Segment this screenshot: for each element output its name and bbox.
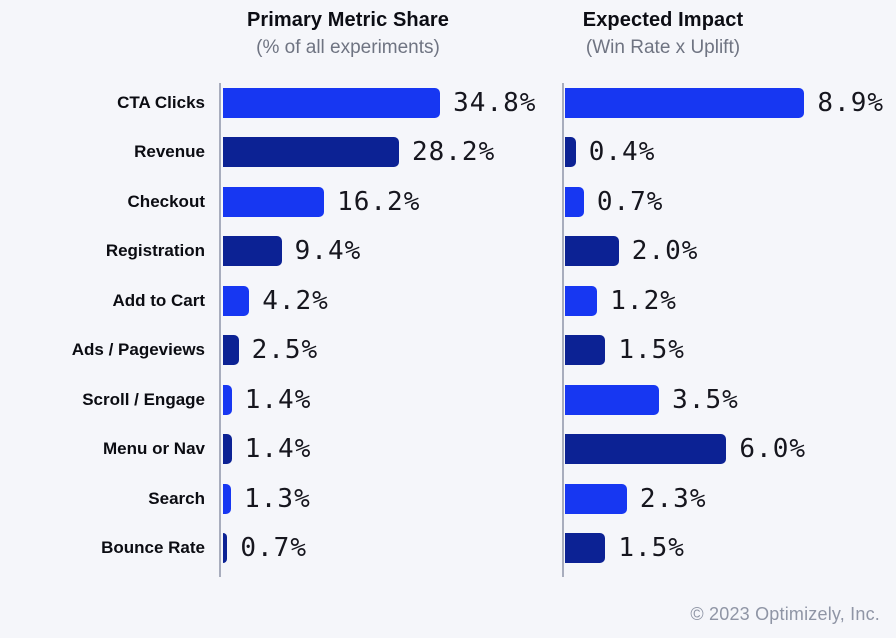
chart-row: Add to Cart 4.2% 1.2% (0, 276, 896, 326)
right-chart-value-label: 1.2% (610, 285, 677, 316)
left-chart-bar (223, 87, 441, 118)
right-chart-value-label: 2.0% (631, 236, 699, 267)
right-chart-axis-line (562, 83, 564, 577)
category-label: Scroll / Engage (82, 389, 205, 409)
category-label: Ads / Pageviews (71, 340, 205, 360)
chart-row: CTA Clicks 34.8% 8.9% (0, 78, 896, 128)
bar-rows-container: CTA Clicks 34.8% 8.9% Revenue 28.2% 0.4% Check… (0, 78, 896, 573)
left-chart-value-label: 0.7% (240, 533, 307, 564)
category-label: Registration (105, 241, 205, 261)
right-chart-value-label: 6.0% (739, 434, 807, 465)
left-chart-bar (223, 285, 250, 316)
left-chart-bar (223, 137, 399, 168)
category-label: Revenue (134, 142, 205, 162)
category-label: Search (148, 488, 205, 508)
right-chart-value-label: 8.9% (817, 87, 885, 118)
left-chart-value-label: 1.4% (244, 434, 312, 465)
right-chart-bar (565, 335, 606, 366)
left-chart-bar (223, 434, 232, 465)
chart-row: Ads / Pageviews 2.5% 1.5% (0, 326, 896, 376)
category-label: Bounce Rate (101, 538, 205, 558)
right-chart-bar (565, 483, 627, 514)
left-chart-value-label: 4.2% (262, 285, 329, 316)
left-chart-bar (223, 483, 232, 514)
left-chart-value-label: 1.4% (244, 384, 312, 415)
right-chart-value-label: 1.5% (618, 533, 685, 564)
chart-row: Scroll / Engage 1.4% 3.5% (0, 375, 896, 425)
right-chart-value-label: 1.5% (618, 335, 685, 366)
category-label: Checkout (127, 191, 205, 211)
left-chart-bar (223, 384, 232, 415)
right-chart-value-label: 3.5% (672, 384, 739, 415)
right-chart-bar (565, 236, 619, 267)
right-chart-bar (565, 87, 805, 118)
copyright-text: © 2023 Optimizely, Inc. (690, 604, 880, 624)
right-chart-value-label: 2.3% (639, 483, 707, 514)
left-chart-title: Primary Metric Share (246, 9, 450, 31)
left-chart-axis-line (219, 83, 221, 577)
chart-row: Revenue 28.2% 0.4% (0, 128, 896, 178)
right-chart-value-label: 0.4% (588, 137, 656, 168)
right-chart-subtitle: (Win Rate x Uplift) (585, 37, 741, 58)
right-chart-header: Expected Impact (Win Rate x Uplift) (498, 6, 828, 61)
right-chart-bar (565, 434, 727, 465)
left-chart-bar (223, 533, 228, 564)
right-chart-title: Expected Impact (582, 9, 744, 31)
right-chart-bar (565, 285, 598, 316)
left-chart-bar (223, 335, 239, 366)
right-chart-bar (565, 137, 576, 168)
left-chart-bar (223, 236, 282, 267)
left-chart-value-label: 28.2% (411, 137, 496, 168)
chart-row: Bounce Rate 0.7% 1.5% (0, 524, 896, 574)
category-label: Add to Cart (112, 290, 205, 310)
left-chart-value-label: 1.3% (244, 483, 311, 514)
category-label: CTA Clicks (117, 92, 205, 112)
chart-row: Search 1.3% 2.3% (0, 474, 896, 524)
chart-row: Menu or Nav 1.4% 6.0% (0, 425, 896, 475)
left-chart-subtitle: (% of all experiments) (256, 37, 440, 58)
left-chart-value-label: 2.5% (251, 335, 319, 366)
right-chart-bar (565, 186, 584, 217)
left-chart-value-label: 16.2% (337, 186, 421, 217)
chart-row: Registration 9.4% 2.0% (0, 227, 896, 277)
left-chart-bar (223, 186, 325, 217)
chart-row: Checkout 16.2% 0.7% (0, 177, 896, 227)
right-chart-bar (565, 384, 660, 415)
category-label: Menu or Nav (102, 439, 205, 459)
left-chart-value-label: 9.4% (294, 236, 362, 267)
left-chart-header: Primary Metric Share (% of all experimen… (183, 6, 513, 61)
right-chart-value-label: 0.7% (596, 186, 664, 217)
left-chart-value-label: 34.8% (453, 87, 537, 118)
right-chart-bar (565, 533, 606, 564)
